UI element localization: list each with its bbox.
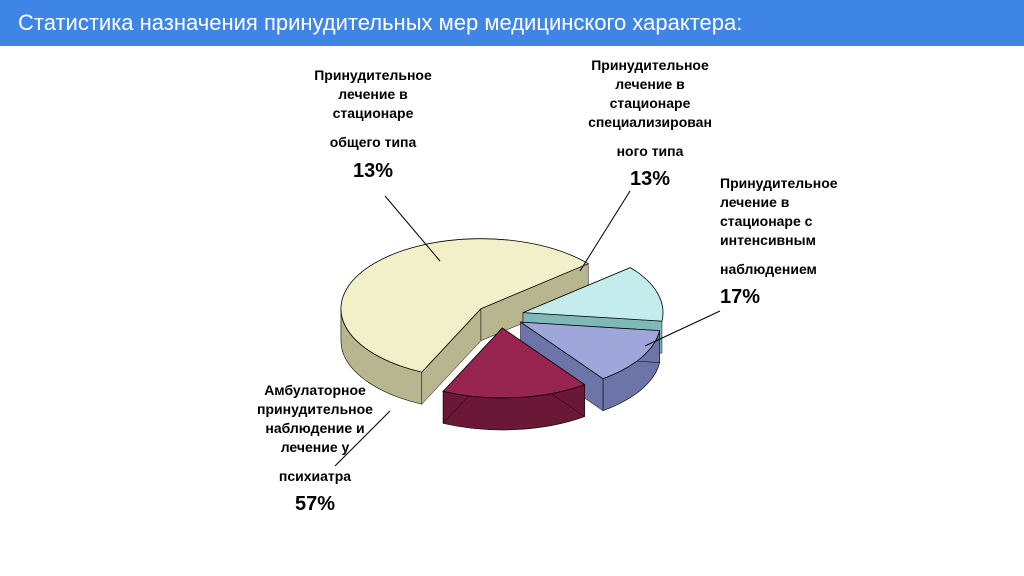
- label-intensive-l2: лечение в: [720, 194, 789, 210]
- label-general-sub: общего типа: [288, 133, 458, 152]
- label-specialized-l4: специализирован: [588, 114, 712, 130]
- label-specialized: Принудительное лечение в стационаре спец…: [560, 56, 740, 193]
- label-specialized-l3: стационаре: [610, 95, 691, 111]
- label-specialized-l2: лечение в: [615, 76, 684, 92]
- page-title: Статистика назначения принудительных мер…: [0, 0, 1024, 46]
- label-outpatient-l3: наблюдение и: [265, 420, 364, 436]
- label-general-l1: Принудительное: [314, 67, 432, 83]
- label-specialized-l1: Принудительное: [591, 57, 709, 73]
- label-general-l3: стационаре: [333, 105, 414, 121]
- label-intensive: Принудительное лечение в стационаре с ин…: [720, 174, 890, 311]
- label-general-l2: лечение в: [338, 86, 407, 102]
- label-intensive-l4: интенсивным: [720, 232, 816, 248]
- label-intensive-pct: 17%: [720, 284, 890, 311]
- label-outpatient-l4: лечение у: [281, 439, 350, 455]
- label-intensive-sub: наблюдением: [720, 260, 890, 279]
- label-outpatient: Амбулаторное принудительное наблюдение и…: [225, 381, 405, 518]
- label-intensive-l3: стационаре с: [720, 213, 812, 229]
- label-general: Принудительное лечение в стационаре обще…: [288, 66, 458, 185]
- label-specialized-sub: ного типа: [560, 142, 740, 161]
- label-outpatient-pct: 57%: [225, 491, 405, 518]
- page-title-text: Статистика назначения принудительных мер…: [18, 10, 742, 35]
- label-outpatient-l1: Амбулаторное: [264, 382, 366, 398]
- label-outpatient-sub: психиатра: [225, 467, 405, 486]
- label-outpatient-l2: принудительное: [257, 401, 373, 417]
- label-specialized-pct: 13%: [560, 166, 740, 193]
- label-intensive-l1: Принудительное: [720, 175, 838, 191]
- label-general-pct: 13%: [288, 158, 458, 185]
- pie-chart-container: Принудительное лечение в стационаре обще…: [0, 46, 1024, 566]
